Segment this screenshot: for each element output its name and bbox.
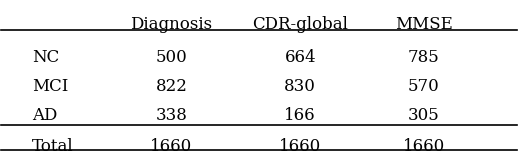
Text: 830: 830: [284, 78, 316, 95]
Text: 1660: 1660: [279, 138, 321, 155]
Text: 570: 570: [408, 78, 440, 95]
Text: 664: 664: [284, 49, 316, 66]
Text: 785: 785: [408, 49, 440, 66]
Text: 1660: 1660: [150, 138, 193, 155]
Text: 1660: 1660: [403, 138, 445, 155]
Text: Diagnosis: Diagnosis: [131, 16, 212, 33]
Text: 822: 822: [155, 78, 188, 95]
Text: Total: Total: [32, 138, 74, 155]
Text: 500: 500: [155, 49, 188, 66]
Text: AD: AD: [32, 107, 57, 124]
Text: 338: 338: [155, 107, 188, 124]
Text: 305: 305: [408, 107, 440, 124]
Text: MMSE: MMSE: [395, 16, 453, 33]
Text: 166: 166: [284, 107, 316, 124]
Text: MCI: MCI: [32, 78, 69, 95]
Text: CDR-global: CDR-global: [252, 16, 348, 33]
Text: NC: NC: [32, 49, 60, 66]
